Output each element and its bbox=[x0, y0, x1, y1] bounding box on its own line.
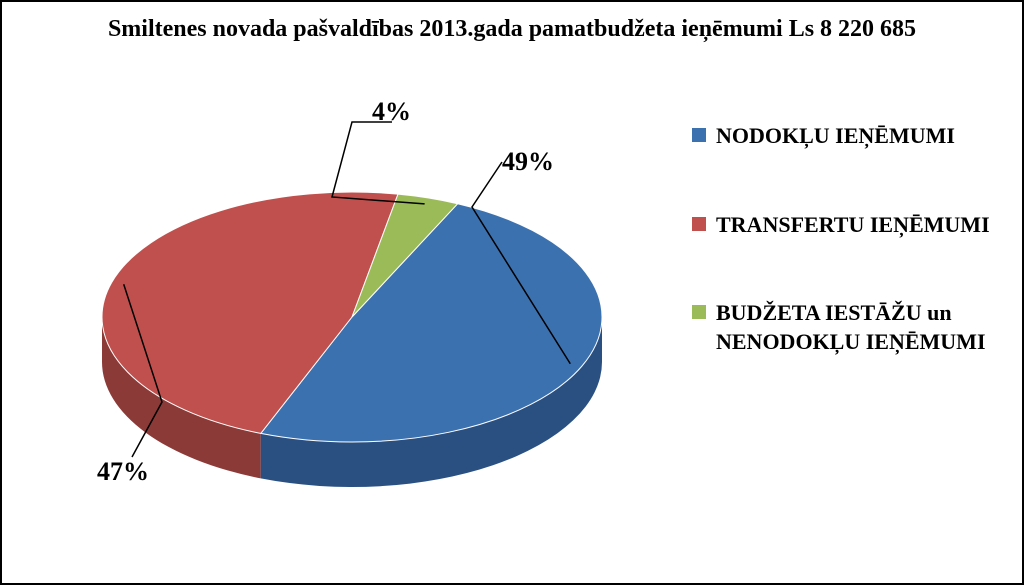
legend-item-0: NODOKĻU IEŅĒMUMI bbox=[692, 122, 992, 151]
legend: NODOKĻU IEŅĒMUMI TRANSFERTU IEŅĒMUMI BUD… bbox=[692, 122, 992, 416]
legend-item-2: BUDŽETA IESTĀŽU un NENODOKĻU IEŅĒMUMI bbox=[692, 299, 992, 356]
legend-label-0: NODOKĻU IEŅĒMUMI bbox=[716, 122, 955, 151]
legend-label-1: TRANSFERTU IEŅĒMUMI bbox=[716, 211, 990, 240]
legend-label-2: BUDŽETA IESTĀŽU un NENODOKĻU IEŅĒMUMI bbox=[716, 299, 992, 356]
pie-chart bbox=[42, 62, 662, 562]
legend-marker-2 bbox=[692, 305, 706, 319]
chart-title: Smiltenes novada pašvaldības 2013.gada p… bbox=[2, 2, 1022, 43]
data-label-4: 4% bbox=[372, 97, 411, 127]
data-label-49: 49% bbox=[502, 147, 554, 177]
legend-item-1: TRANSFERTU IEŅĒMUMI bbox=[692, 211, 992, 240]
legend-marker-1 bbox=[692, 217, 706, 231]
legend-marker-0 bbox=[692, 128, 706, 142]
data-label-47: 47% bbox=[97, 457, 149, 487]
